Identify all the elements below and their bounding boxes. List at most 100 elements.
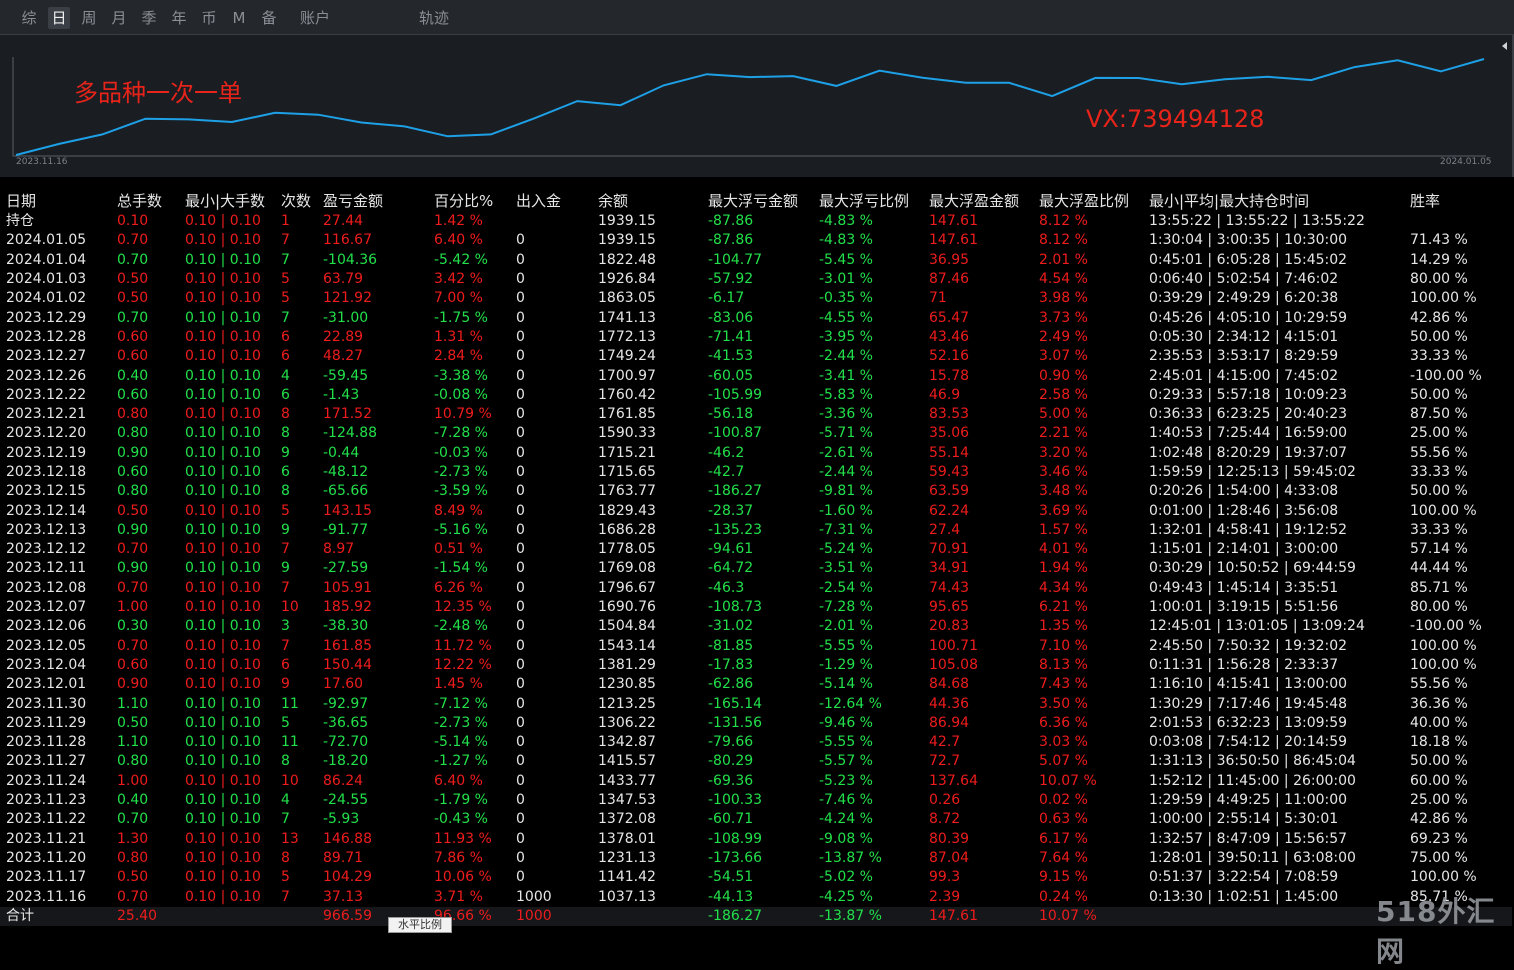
- table-cell: 5.00 %: [1039, 406, 1088, 423]
- table-cell: 0:36:33 | 6:23:25 | 20:40:23: [1149, 406, 1348, 423]
- table-row[interactable]: 2023.11.20 0.80 0.10 | 0.10 8 89.71 7.86 % 0 12…: [0, 849, 1512, 868]
- tab-4[interactable]: 季: [141, 9, 157, 27]
- table-cell: 0.50: [117, 502, 149, 519]
- table-cell: 0.90: [117, 676, 149, 693]
- table-row[interactable]: 2023.11.29 0.50 0.10 | 0.10 5 -36.65 -2.73 % 0…: [0, 714, 1512, 733]
- table-row[interactable]: 2024.01.02 0.50 0.10 | 0.10 5 121.92 7.00 % 0 1…: [0, 289, 1512, 308]
- column-header[interactable]: 百分比%: [434, 191, 494, 210]
- table-row[interactable]: 2023.12.11 0.90 0.10 | 0.10 9 -27.59 -1.54 % 0…: [0, 559, 1512, 578]
- table-cell: -79.66: [708, 734, 754, 751]
- chart-axis: [12, 57, 1486, 157]
- tab-5[interactable]: 年: [171, 9, 187, 27]
- table-row[interactable]: 2023.12.18 0.60 0.10 | 0.10 6 -48.12 -2.73 % 0…: [0, 463, 1512, 482]
- table-cell: 2023.12.14: [6, 502, 87, 519]
- table-row[interactable]: 2023.12.15 0.80 0.10 | 0.10 8 -65.66 -3.59 % 0…: [0, 482, 1512, 501]
- table-cell: -42.7: [708, 464, 745, 480]
- table-row[interactable]: 2024.01.05 0.70 0.10 | 0.10 7 116.67 6.40 % 0 1…: [0, 231, 1512, 250]
- table-row[interactable]: 2023.12.20 0.80 0.10 | 0.10 8 -124.88 -7.28 %…: [0, 424, 1512, 443]
- column-header[interactable]: 出入金: [516, 191, 562, 210]
- table-row[interactable]: 2023.12.28 0.60 0.10 | 0.10 6 22.89 1.31 % 0 17…: [0, 328, 1512, 347]
- tab-6[interactable]: 币: [201, 9, 217, 27]
- tab-10[interactable]: 轨迹: [418, 9, 449, 27]
- column-header[interactable]: 最小|大手数: [185, 191, 266, 210]
- table-cell: 5: [281, 869, 290, 886]
- table-cell: 7.86 %: [434, 849, 483, 866]
- column-header[interactable]: 次数: [281, 191, 312, 210]
- column-header[interactable]: 最大浮亏金额: [708, 191, 799, 210]
- collapse-arrow-icon[interactable]: [1502, 42, 1507, 50]
- table-cell: 8.13 %: [1039, 656, 1088, 673]
- tab-2[interactable]: 周: [81, 9, 97, 27]
- table-row[interactable]: 2023.12.04 0.60 0.10 | 0.10 6 150.44 12.22 % 0…: [0, 656, 1512, 675]
- table-row[interactable]: 2023.12.14 0.50 0.10 | 0.10 5 143.15 8.49 % 0 1…: [0, 501, 1512, 520]
- table-row[interactable]: 2024.01.04 0.70 0.10 | 0.10 7 -104.36 -5.42 %…: [0, 251, 1512, 270]
- table-cell: 1.00: [117, 599, 149, 616]
- table-row[interactable]: 2023.12.29 0.70 0.10 | 0.10 7 -31.00 -1.75 % 0…: [0, 308, 1512, 327]
- table-row[interactable]: 2023.12.26 0.40 0.10 | 0.10 4 -59.45 -3.38 % 0…: [0, 366, 1512, 385]
- table-row[interactable]: 2023.11.27 0.80 0.10 | 0.10 8 -18.20 -1.27 % 0…: [0, 752, 1512, 771]
- table-cell: 1000: [516, 888, 552, 905]
- table-cell: 99.3: [929, 869, 961, 886]
- table-cell: 62.24: [929, 502, 970, 519]
- table-row[interactable]: 2023.11.30 1.10 0.10 | 0.10 11 -92.97 -7.12 %…: [0, 694, 1512, 713]
- column-header[interactable]: 最小|平均|最大持仓时间: [1149, 191, 1310, 210]
- total-row[interactable]: 合计 25.40 966.59 96.66 % 1000 -186.27 -13.87 % 1…: [0, 906, 1512, 926]
- table-row[interactable]: 2023.11.16 0.70 0.10 | 0.10 7 37.13 3.71 % 100…: [0, 887, 1512, 906]
- table-cell: 8: [281, 425, 290, 442]
- table-row[interactable]: 2023.12.12 0.70 0.10 | 0.10 7 8.97 0.51 % 0 177…: [0, 540, 1512, 559]
- table-cell: 87.46: [929, 271, 970, 288]
- table-row[interactable]: 持仓 0.10 0.10 | 0.10 1 27.44 1.42 % 1939.15 -87.…: [0, 212, 1512, 231]
- table-row[interactable]: 2024.01.03 0.50 0.10 | 0.10 5 63.79 3.42 % 0 19…: [0, 270, 1512, 289]
- table-row[interactable]: 2023.12.13 0.90 0.10 | 0.10 9 -91.77 -5.16 % 0…: [0, 521, 1512, 540]
- column-header[interactable]: 盈亏金额: [323, 191, 384, 210]
- table-row[interactable]: 2023.12.06 0.30 0.10 | 0.10 3 -38.30 -2.48 % 0…: [0, 617, 1512, 636]
- table-cell: 0:13:30 | 1:02:51 | 1:45:00: [1149, 888, 1339, 905]
- table-cell: 104.29: [323, 869, 372, 886]
- tab-8[interactable]: 备: [261, 9, 277, 27]
- column-header[interactable]: 胜率: [1410, 191, 1441, 210]
- tab-0[interactable]: 综: [21, 9, 37, 27]
- column-header[interactable]: 总手数: [117, 191, 163, 210]
- table-row[interactable]: 2023.11.24 1.00 0.10 | 0.10 10 86.24 6.40 % 0 1…: [0, 772, 1512, 791]
- table-row[interactable]: 2023.11.22 0.70 0.10 | 0.10 7 -5.93 -0.43 % 0 1…: [0, 810, 1512, 829]
- column-header[interactable]: 最大浮亏比例: [819, 191, 910, 210]
- table-row[interactable]: 2023.12.01 0.90 0.10 | 0.10 9 17.60 1.45 % 0 12…: [0, 675, 1512, 694]
- table-cell: 0:45:01 | 6:05:28 | 15:45:02: [1149, 251, 1348, 268]
- table-cell: 0: [516, 560, 525, 577]
- table-row[interactable]: 2023.11.23 0.40 0.10 | 0.10 4 -24.55 -1.79 % 0…: [0, 791, 1512, 810]
- table-row[interactable]: 2023.12.22 0.60 0.10 | 0.10 6 -1.43 -0.08 % 0 1…: [0, 386, 1512, 405]
- table-row[interactable]: 2023.12.07 1.00 0.10 | 0.10 10 185.92 12.35 %…: [0, 598, 1512, 617]
- table-cell: 71: [929, 290, 947, 307]
- table-cell: -18.20: [323, 753, 369, 770]
- table-row[interactable]: 2023.12.19 0.90 0.10 | 0.10 9 -0.44 -0.03 % 0 1…: [0, 444, 1512, 463]
- table-row[interactable]: 2023.11.21 1.30 0.10 | 0.10 13 146.88 11.93 %…: [0, 830, 1512, 849]
- table-row[interactable]: 2023.12.08 0.70 0.10 | 0.10 7 105.91 6.26 % 0 1…: [0, 579, 1512, 598]
- column-header[interactable]: 最大浮盈比例: [1039, 191, 1130, 210]
- column-header[interactable]: 余额: [598, 191, 629, 210]
- table-cell: 2023.11.28: [6, 734, 87, 751]
- table-row[interactable]: 2023.11.17 0.50 0.10 | 0.10 5 104.29 10.06 % 0…: [0, 868, 1512, 887]
- table-cell: -0.03 %: [434, 444, 488, 461]
- tab-1[interactable]: 日: [48, 7, 70, 29]
- column-header[interactable]: 最大浮盈金额: [929, 191, 1020, 210]
- table-row[interactable]: 2023.12.27 0.60 0.10 | 0.10 6 48.27 2.84 % 0 17…: [0, 347, 1512, 366]
- column-header[interactable]: 日期: [6, 191, 37, 210]
- table-cell: -5.83 %: [819, 386, 873, 403]
- table-row[interactable]: 2023.12.21 0.80 0.10 | 0.10 8 171.52 10.79 % 0…: [0, 405, 1512, 424]
- table-cell: 1690.76: [598, 599, 656, 616]
- tab-3[interactable]: 月: [111, 9, 127, 27]
- table-cell: 1000: [510, 906, 592, 926]
- table-cell: -3.95 %: [819, 328, 873, 345]
- tab-9[interactable]: 账户: [299, 9, 330, 27]
- table-row[interactable]: 2023.11.28 1.10 0.10 | 0.10 11 -72.70 -5.14 %…: [0, 733, 1512, 752]
- table-cell: 0.10 | 0.10: [185, 502, 261, 519]
- table-cell: 5: [281, 714, 290, 731]
- table-cell: 0.24 %: [1039, 888, 1088, 905]
- table-row[interactable]: 2023.12.05 0.70 0.10 | 0.10 7 161.85 11.72 % 0…: [0, 637, 1512, 656]
- table-cell: -57.92: [708, 271, 754, 288]
- tab-7[interactable]: M: [232, 9, 246, 27]
- table-cell: 3: [281, 618, 290, 635]
- table-cell: -65.66: [323, 483, 369, 500]
- table-cell: 0.10 | 0.10: [185, 656, 261, 673]
- table-cell: 0.80: [117, 406, 149, 423]
